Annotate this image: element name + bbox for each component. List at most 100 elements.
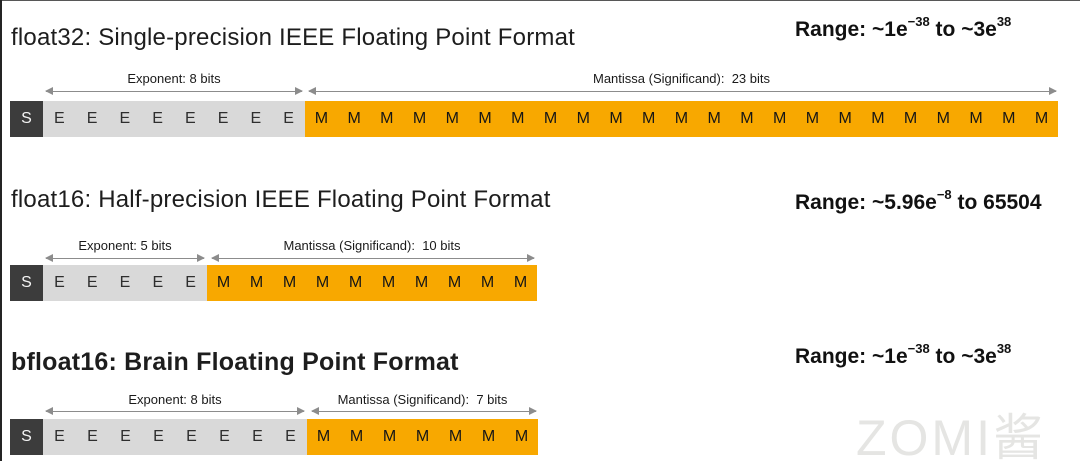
- bit-letter: E: [283, 110, 294, 127]
- bit-letter: M: [381, 274, 396, 291]
- mantissa-measure-arrow: [311, 407, 537, 415]
- bit-letter: M: [478, 110, 492, 127]
- bit-letter: M: [314, 110, 329, 127]
- bit-letter: E: [152, 110, 163, 127]
- exponent-measure-arrow: [45, 87, 303, 95]
- bit-letter: E: [219, 428, 230, 445]
- bit-letter: M: [249, 274, 264, 291]
- bit-letter: M: [447, 274, 462, 291]
- bit-letter: E: [119, 110, 131, 127]
- range-text: to 65504: [951, 191, 1042, 214]
- bit-letter: S: [21, 274, 32, 291]
- sign-bit-cell: S: [10, 265, 43, 301]
- sign-bit-cell: S: [10, 101, 43, 137]
- bit-letter: M: [315, 274, 330, 291]
- format-title-bfloat16: bfloat16: Brain Floating Point Format: [11, 348, 459, 376]
- bit-letter: E: [152, 274, 164, 291]
- bit-letter: M: [1002, 110, 1016, 127]
- format-range-float32: Range: ~1e−38 to ~3e38: [795, 14, 1012, 42]
- bit-letter: M: [936, 110, 950, 127]
- exponent-label-float16: Exponent: 5 bits: [78, 238, 172, 253]
- bit-letter: M: [480, 274, 495, 291]
- format-title-float32: float32: Single-precision IEEE Floating …: [11, 24, 576, 51]
- bit-letter: E: [119, 274, 131, 291]
- bit-letter: S: [21, 428, 32, 445]
- range-text: Range: ~1e: [795, 18, 908, 41]
- bit-letter: E: [186, 428, 197, 445]
- bit-letter: M: [707, 110, 721, 127]
- range-superscript: −8: [936, 187, 952, 202]
- range-superscript: −38: [907, 14, 930, 29]
- bit-letter: M: [349, 428, 364, 445]
- format-range-bfloat16: Range: ~1e−38 to ~3e38: [795, 341, 1012, 369]
- exponent-label-float32: Exponent: 8 bits: [127, 71, 221, 86]
- bit-letter: M: [347, 110, 361, 127]
- bit-letter: M: [382, 428, 397, 445]
- range-superscript: −38: [907, 341, 930, 356]
- bit-letter: M: [282, 274, 297, 291]
- bit-letter: M: [805, 110, 820, 127]
- bit-letter: E: [252, 428, 263, 445]
- mantissa-label-float16: Mantissa (Significand): 10 bits: [283, 238, 461, 253]
- format-title-float16: float16: Half-precision IEEE Floating Po…: [11, 186, 551, 213]
- bit-letter: M: [903, 110, 918, 127]
- bit-letter: M: [838, 110, 852, 127]
- range-text: to ~3e: [929, 18, 997, 41]
- bit-letter: M: [576, 110, 590, 127]
- bit-letter: M: [216, 274, 231, 291]
- frame-top-edge: [0, 0, 1080, 1]
- bit-letter: M: [674, 110, 689, 127]
- bit-letter: M: [316, 428, 331, 445]
- range-superscript: 38: [996, 14, 1012, 29]
- bit-letter: M: [740, 110, 754, 127]
- bit-letter: M: [445, 110, 459, 127]
- bit-letter: M: [513, 274, 528, 291]
- mantissa-label-float32: Mantissa (Significand): 23 bits: [592, 71, 771, 86]
- bit-letter: M: [543, 110, 558, 127]
- bit-letter: M: [642, 110, 656, 127]
- bit-letter: M: [511, 110, 525, 127]
- bit-letter: M: [1034, 110, 1049, 127]
- bit-letter: E: [217, 110, 229, 127]
- range-text: to ~3e: [929, 345, 997, 368]
- bit-letter: M: [969, 110, 983, 127]
- mantissa-measure-arrow: [308, 87, 1057, 95]
- bit-letter: M: [415, 428, 430, 445]
- bit-letter: E: [54, 274, 65, 291]
- exponent-measure-arrow: [45, 407, 305, 415]
- bit-letter: E: [87, 428, 98, 445]
- sign-bit-cell: S: [10, 419, 43, 455]
- bit-letter: E: [54, 110, 65, 127]
- bit-letter: E: [86, 274, 98, 291]
- bit-letter: M: [772, 110, 787, 127]
- frame-left-edge: [0, 0, 2, 461]
- bit-letter: E: [153, 428, 164, 445]
- bit-letter: S: [21, 110, 32, 127]
- range-superscript: 38: [996, 341, 1012, 356]
- bit-letter: M: [481, 428, 496, 445]
- bit-letter: E: [54, 428, 65, 445]
- bit-letter: M: [514, 428, 529, 445]
- bit-letter: E: [285, 428, 296, 445]
- bit-letter: E: [86, 110, 98, 127]
- bit-letter: E: [185, 110, 196, 127]
- mantissa-measure-arrow: [211, 254, 535, 262]
- bit-letter: M: [380, 110, 394, 127]
- bit-letter: M: [871, 110, 885, 127]
- bit-letter: M: [414, 274, 429, 291]
- format-range-float16: Range: ~5.96e−8 to 65504: [795, 187, 1042, 215]
- bit-letter: M: [412, 110, 427, 127]
- watermark: ZOMI酱: [856, 410, 1046, 461]
- bit-letter: M: [348, 274, 363, 291]
- range-text: Range: ~5.96e: [795, 191, 937, 214]
- exponent-measure-arrow: [45, 254, 205, 262]
- bit-letter: M: [448, 428, 463, 445]
- range-text: Range: ~1e: [795, 345, 908, 368]
